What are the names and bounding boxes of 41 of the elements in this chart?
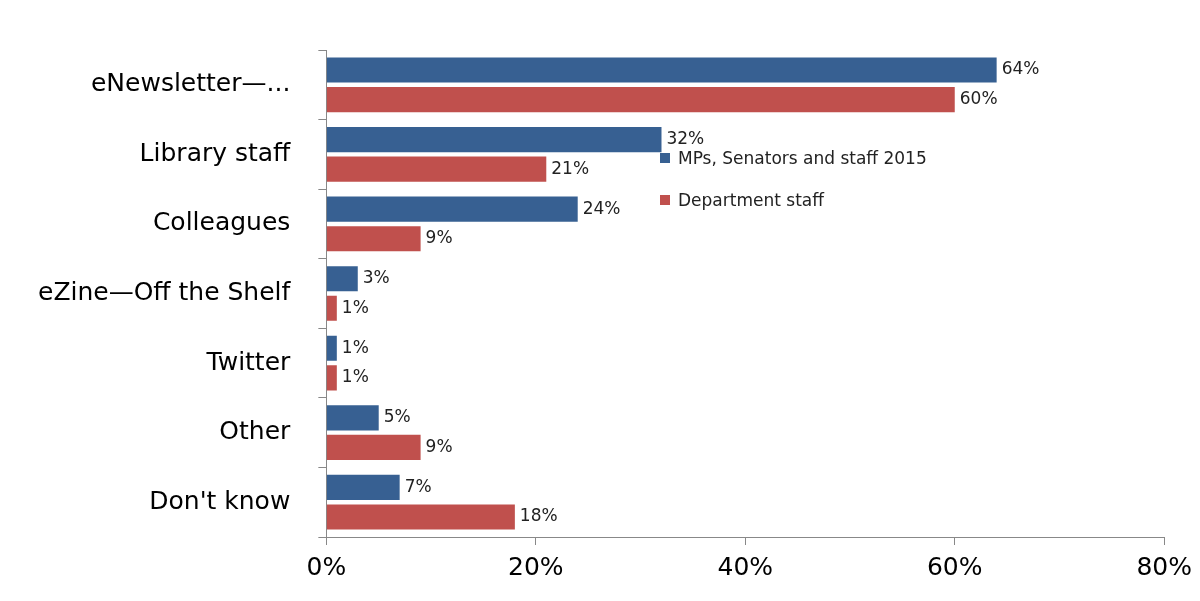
bar	[326, 57, 997, 83]
bar	[326, 365, 337, 391]
bar	[326, 504, 515, 530]
x-tick-label: 0%	[306, 551, 347, 581]
y-tick-label: Colleagues	[152, 207, 291, 237]
y-tick-label: eNewsletter—...	[90, 68, 291, 98]
bar	[326, 405, 379, 431]
bar	[326, 434, 421, 460]
y-tick-label: Twitter	[205, 346, 292, 376]
bar	[326, 156, 547, 182]
x-tick-label: 40%	[717, 551, 774, 581]
y-tick-label: Other	[219, 416, 292, 446]
x-tick-label: 80%	[1136, 551, 1193, 581]
x-tick-label: 20%	[508, 551, 564, 581]
bar	[326, 87, 955, 113]
data-label: 18%	[519, 505, 558, 526]
data-label: 1%	[341, 336, 369, 357]
data-label: 9%	[425, 435, 453, 456]
bar	[326, 474, 400, 500]
data-label: 9%	[425, 227, 453, 248]
legend-label: Department staff	[678, 190, 824, 210]
data-label: 60%	[959, 87, 998, 108]
x-tick-label: 60%	[926, 551, 983, 581]
data-label: 64%	[1001, 58, 1040, 79]
legend-label: MPs, Senators and staff 2015	[678, 148, 927, 168]
data-label: 3%	[362, 267, 390, 288]
data-label: 7%	[404, 475, 432, 496]
data-label: 21%	[551, 157, 590, 178]
bar	[326, 335, 337, 361]
data-label: 1%	[341, 296, 369, 317]
bar	[326, 295, 337, 321]
data-label: 1%	[341, 366, 369, 387]
y-tick-label: eZine—Off the Shelf	[38, 277, 292, 306]
data-label: 32%	[666, 128, 705, 148]
y-tick-label: Library staff	[139, 137, 292, 167]
data-label: 24%	[582, 197, 621, 218]
bar	[326, 266, 358, 292]
bar	[326, 196, 578, 222]
data-label: 5%	[383, 406, 411, 427]
bar	[326, 226, 421, 252]
y-tick-label: Don't know	[149, 485, 291, 515]
